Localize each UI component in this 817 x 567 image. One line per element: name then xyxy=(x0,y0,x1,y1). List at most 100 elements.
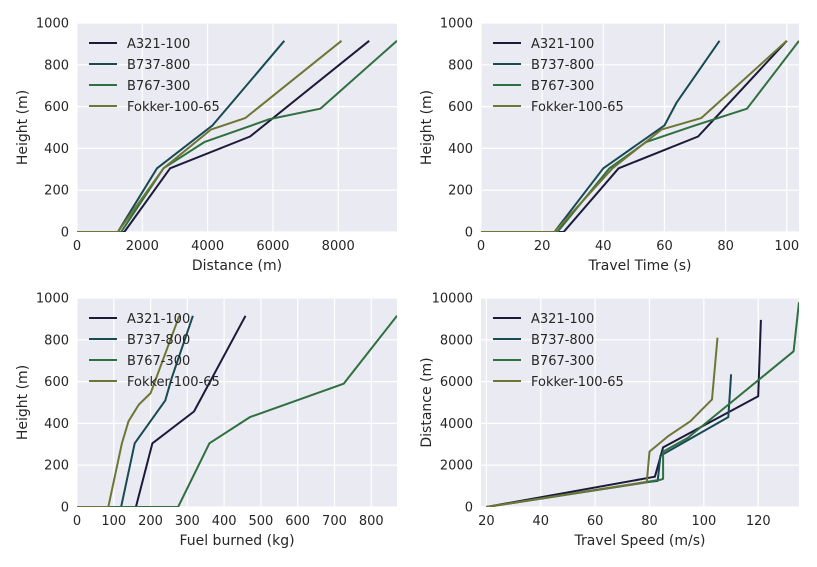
x-tick-label: 100 xyxy=(774,239,799,254)
plot-area xyxy=(77,23,397,232)
x-tick-label: 20 xyxy=(534,239,551,254)
legend: A321-100 B737-800 B767-300 Fokker-100-65 xyxy=(493,37,624,115)
x-tick-label: 200 xyxy=(138,514,163,529)
series-line-b767-300 xyxy=(486,302,799,507)
legend-label: Fokker-100-65 xyxy=(127,375,220,390)
series-line-b767-300 xyxy=(77,40,397,232)
legend-label: B767-300 xyxy=(531,79,594,94)
series-line-b737-800 xyxy=(77,40,286,232)
y-tick-label: 1000 xyxy=(36,17,69,32)
legend-label: B737-800 xyxy=(531,58,594,73)
legend-label: B737-800 xyxy=(531,333,594,348)
x-tick-label: 400 xyxy=(212,514,237,529)
x-tick-label: 600 xyxy=(285,514,310,529)
y-tick-label: 0 xyxy=(61,226,69,241)
legend-label: Fokker-100-65 xyxy=(127,100,220,115)
series-line-b737-800 xyxy=(77,315,194,507)
legend-label: A321-100 xyxy=(531,312,594,327)
x-tick-label: 4000 xyxy=(191,239,224,254)
series-line-fokker-100-65 xyxy=(481,40,788,232)
y-tick-label: 200 xyxy=(44,184,69,199)
legend: A321-100 B737-800 B767-300 Fokker-100-65 xyxy=(493,312,624,390)
y-tick-label: 400 xyxy=(44,417,69,432)
legend-label: A321-100 xyxy=(531,37,594,52)
x-tick-label: 8000 xyxy=(322,239,355,254)
legend-label: A321-100 xyxy=(127,37,190,52)
legend-label: B767-300 xyxy=(127,354,190,369)
chart-4: 20 40 60 80 100 120 0 2000 4000 6000 8000 10000 Trav… xyxy=(419,292,799,549)
series-line-fokker-100-65 xyxy=(77,315,181,507)
legend-label: B737-800 xyxy=(127,333,190,348)
y-tick-label: 1000 xyxy=(440,17,473,32)
series-line-a321-100 xyxy=(481,40,788,232)
x-axis-label: Fuel burned (kg) xyxy=(179,533,294,549)
x-tick-label: 40 xyxy=(595,239,612,254)
y-tick-label: 0 xyxy=(465,501,473,516)
y-tick-label: 400 xyxy=(448,142,473,157)
chart-1: 0 2000 4000 6000 8000 0 200 400 600 800 1000 Distan… xyxy=(15,17,397,274)
y-tick-label: 400 xyxy=(44,142,69,157)
y-tick-label: 600 xyxy=(448,100,473,115)
plot-area xyxy=(481,298,799,507)
x-tick-label: 6000 xyxy=(256,239,289,254)
x-tick-label: 40 xyxy=(533,514,550,529)
y-axis-label: Height (m) xyxy=(419,90,435,165)
legend-label: Fokker-100-65 xyxy=(531,100,624,115)
x-tick-label: 0 xyxy=(477,239,485,254)
y-tick-label: 600 xyxy=(44,375,69,390)
x-axis-label: Travel Speed (m/s) xyxy=(574,533,706,549)
x-tick-label: 500 xyxy=(248,514,273,529)
x-axis-label: Distance (m) xyxy=(192,258,282,274)
plot-area xyxy=(481,23,799,232)
x-tick-label: 60 xyxy=(587,514,604,529)
chart-3: 0 100 200 300 400 500 600 700 800 0 200 400 600 800 10… xyxy=(15,292,397,549)
x-tick-label: 0 xyxy=(73,514,81,529)
legend: A321-100 B737-800 B767-300 Fokker-100-65 xyxy=(89,312,220,390)
y-tick-label: 10000 xyxy=(432,292,473,307)
y-tick-label: 2000 xyxy=(440,459,473,474)
y-tick-label: 0 xyxy=(61,501,69,516)
y-tick-label: 200 xyxy=(44,459,69,474)
x-tick-label: 100 xyxy=(101,514,126,529)
y-tick-label: 6000 xyxy=(440,375,473,390)
y-tick-label: 800 xyxy=(44,58,69,73)
x-tick-label: 120 xyxy=(746,514,771,529)
x-tick-label: 800 xyxy=(359,514,384,529)
series-line-a321-100 xyxy=(77,40,370,232)
y-tick-label: 200 xyxy=(448,184,473,199)
series-line-a321-100 xyxy=(77,315,247,507)
x-tick-label: 100 xyxy=(691,514,716,529)
y-tick-label: 800 xyxy=(448,58,473,73)
series-line-fokker-100-65 xyxy=(77,40,343,232)
legend-label: B767-300 xyxy=(127,79,190,94)
y-tick-label: 0 xyxy=(465,226,473,241)
y-tick-label: 600 xyxy=(44,100,69,115)
x-tick-label: 0 xyxy=(73,239,81,254)
y-axis-label: Distance (m) xyxy=(419,357,435,447)
legend-label: Fokker-100-65 xyxy=(531,375,624,390)
x-tick-label: 700 xyxy=(322,514,347,529)
legend-label: A321-100 xyxy=(127,312,190,327)
x-tick-label: 20 xyxy=(478,514,495,529)
y-axis-label: Height (m) xyxy=(15,90,31,165)
x-tick-label: 80 xyxy=(717,239,734,254)
y-tick-label: 8000 xyxy=(440,333,473,348)
y-tick-label: 800 xyxy=(44,333,69,348)
series-line-b767-300 xyxy=(77,315,397,507)
legend-label: B737-800 xyxy=(127,58,190,73)
x-tick-label: 2000 xyxy=(126,239,159,254)
x-tick-label: 300 xyxy=(175,514,200,529)
y-tick-label: 1000 xyxy=(36,292,69,307)
legend: A321-100 B737-800 B767-300 Fokker-100-65 xyxy=(89,37,220,115)
series-line-b737-800 xyxy=(481,40,721,232)
series-line-fokker-100-65 xyxy=(486,337,719,507)
x-tick-label: 80 xyxy=(641,514,658,529)
y-tick-label: 4000 xyxy=(440,417,473,432)
legend-label: B767-300 xyxy=(531,354,594,369)
x-tick-label: 60 xyxy=(656,239,673,254)
plot-area xyxy=(77,298,397,507)
x-axis-label: Travel Time (s) xyxy=(588,258,692,274)
y-axis-label: Height (m) xyxy=(15,365,31,440)
